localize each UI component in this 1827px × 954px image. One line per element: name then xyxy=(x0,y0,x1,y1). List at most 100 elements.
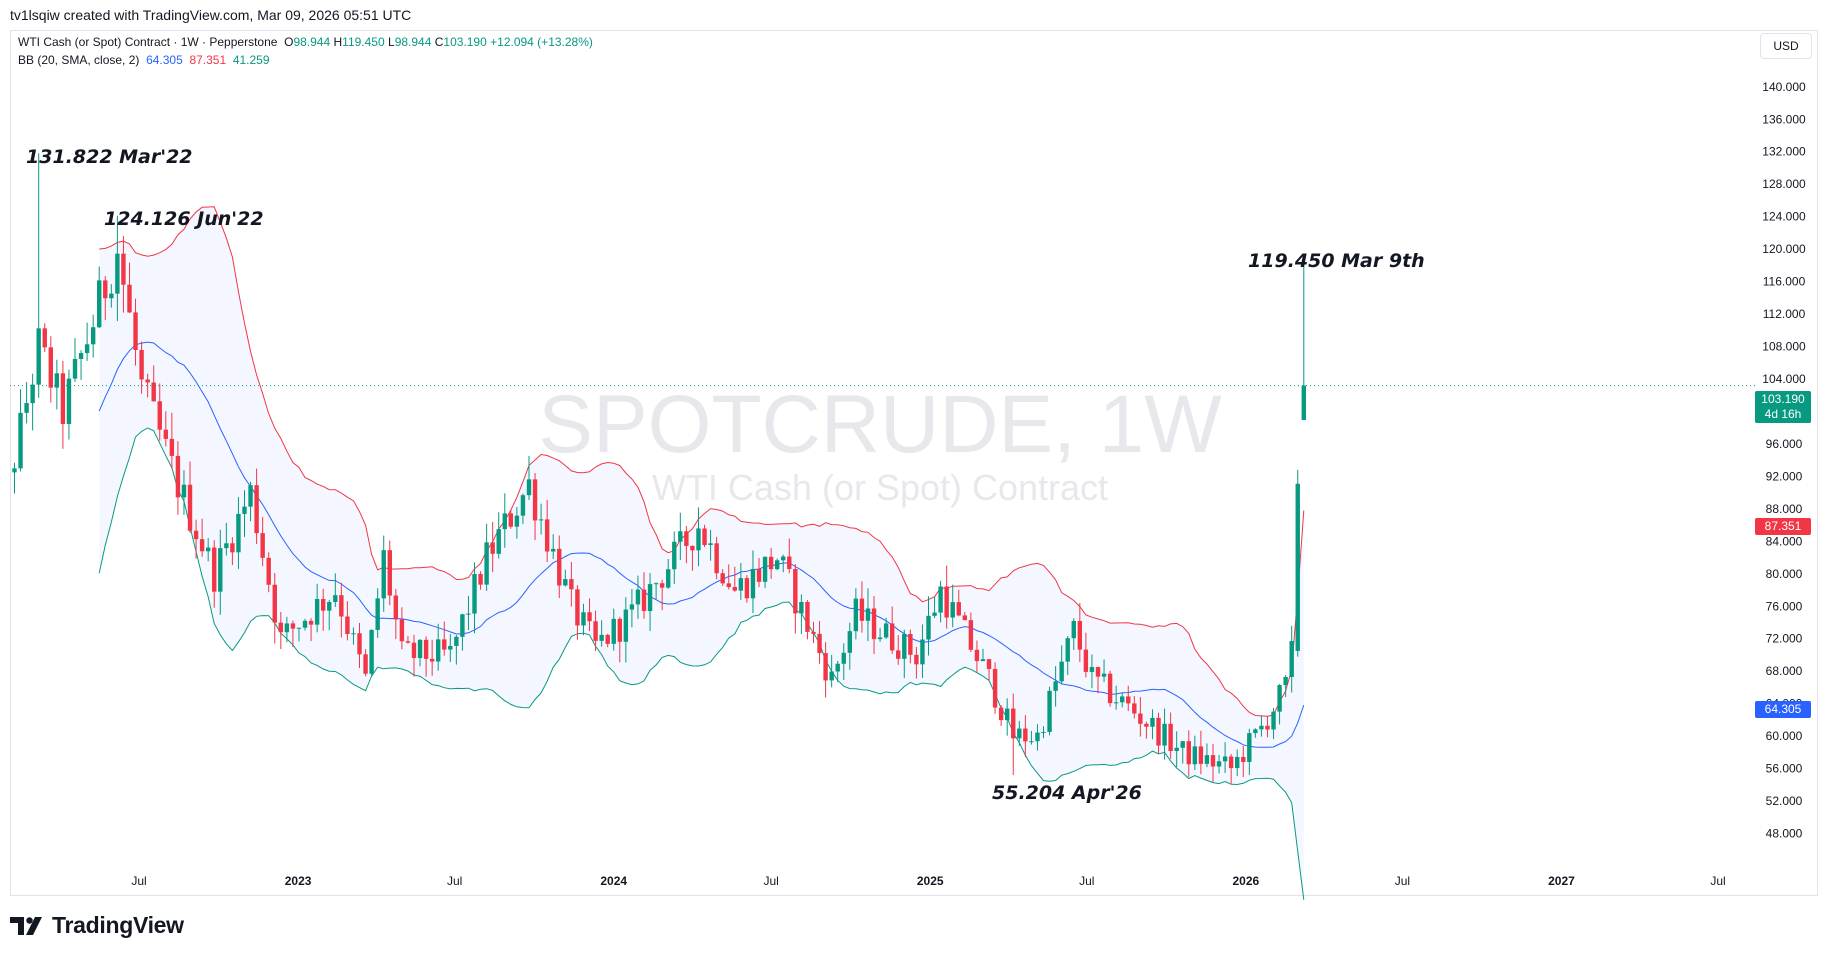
candle-body xyxy=(145,379,150,383)
candle xyxy=(387,540,392,606)
currency-button[interactable]: USD xyxy=(1760,33,1812,59)
candle-body xyxy=(557,548,562,586)
candle xyxy=(375,588,380,638)
candle-body xyxy=(1289,641,1294,677)
candle-body xyxy=(472,574,477,614)
candle xyxy=(1301,253,1306,421)
price-tick-label: 76.000 xyxy=(1766,599,1803,613)
candle xyxy=(1174,731,1179,768)
candle-body xyxy=(260,533,265,558)
candle-body xyxy=(920,639,925,665)
candle-body xyxy=(756,568,762,582)
candle xyxy=(42,323,47,353)
candle xyxy=(793,564,798,634)
candle-body xyxy=(351,633,356,635)
candle-body xyxy=(1301,385,1306,421)
candle-body xyxy=(320,599,326,611)
candle-body xyxy=(672,541,677,570)
candle xyxy=(520,493,526,524)
candle-body xyxy=(502,513,507,530)
candle-body xyxy=(133,312,138,350)
candle-body xyxy=(853,598,859,632)
candle xyxy=(417,639,423,667)
candle xyxy=(484,523,489,591)
candle-body xyxy=(829,671,834,681)
candle-body xyxy=(454,636,459,646)
chart-credit: tv1lsqiw created with TradingView.com, M… xyxy=(10,7,412,23)
time-tick-label: 2023 xyxy=(285,874,312,888)
candle-body xyxy=(956,602,961,616)
candle-body xyxy=(744,578,750,599)
candle xyxy=(1095,666,1101,694)
candle-body xyxy=(429,658,435,662)
price-axis[interactable]: 48.00052.00056.00060.00064.00068.00072.0… xyxy=(1762,47,1806,840)
candle-body xyxy=(962,615,968,621)
candle-body xyxy=(157,401,162,430)
legend-high-label: H xyxy=(333,35,343,49)
band-fill xyxy=(99,206,1304,900)
candle-body xyxy=(980,659,986,662)
candle-body xyxy=(72,358,78,379)
candle xyxy=(236,497,241,569)
candle xyxy=(187,461,193,533)
legend-open: 98.944 xyxy=(293,35,331,49)
candle-body xyxy=(998,707,1004,721)
chart-frame xyxy=(10,30,1818,896)
candle xyxy=(1119,692,1125,708)
chart-legend[interactable]: WTI Cash (or Spot) Contract · 1W · Peppe… xyxy=(18,33,593,69)
candle-body xyxy=(1156,717,1161,746)
candle xyxy=(787,538,792,574)
candle-body xyxy=(635,589,641,605)
candle-body xyxy=(115,253,120,294)
candle-body xyxy=(1150,717,1155,727)
candle-body xyxy=(490,542,495,554)
legend-low-label: L xyxy=(388,35,395,49)
tradingview-logo[interactable]: TradingView xyxy=(10,912,184,939)
time-tick-label: 2026 xyxy=(1233,874,1260,888)
price-tick-label: 72.000 xyxy=(1766,632,1803,646)
candle-body xyxy=(54,373,60,388)
candle-body xyxy=(599,634,604,641)
candle xyxy=(1059,645,1064,685)
candle xyxy=(811,621,816,644)
candle xyxy=(799,594,804,635)
candle-body xyxy=(581,612,586,626)
candle xyxy=(1053,666,1058,707)
candle xyxy=(369,629,374,677)
candle xyxy=(817,620,822,664)
candle xyxy=(974,640,980,673)
candle-body xyxy=(333,595,338,603)
candle xyxy=(1071,618,1076,650)
candle xyxy=(1271,707,1276,740)
candle-body xyxy=(1083,649,1089,672)
candle-body xyxy=(1277,685,1282,712)
candle-body xyxy=(169,438,175,456)
candle-body xyxy=(103,280,108,299)
candle-body xyxy=(302,620,308,628)
candle xyxy=(296,627,302,642)
candle-body xyxy=(1011,708,1016,739)
candle-body xyxy=(938,586,943,613)
candle xyxy=(708,529,713,561)
candle-body xyxy=(986,659,992,669)
candle xyxy=(48,336,53,403)
candle-body xyxy=(1235,756,1240,769)
price-tick-label: 80.000 xyxy=(1766,567,1803,581)
price-tick-label: 132.000 xyxy=(1762,145,1806,159)
candle-body xyxy=(629,604,635,610)
candle xyxy=(599,620,604,647)
candle-body xyxy=(460,614,465,637)
candle-body xyxy=(109,293,114,299)
candle-body xyxy=(992,668,998,708)
candle xyxy=(442,621,447,656)
candle-body xyxy=(653,583,659,585)
candle xyxy=(78,350,84,380)
candle xyxy=(266,552,271,593)
candle xyxy=(84,322,90,361)
candle xyxy=(1265,716,1270,738)
candle xyxy=(623,597,629,663)
candle xyxy=(684,526,689,564)
candle xyxy=(714,536,719,580)
time-axis[interactable]: Jul 2023 Jul 2024 Jul 2025 Jul 2026 Jul 2027 Jul xyxy=(131,874,1725,888)
